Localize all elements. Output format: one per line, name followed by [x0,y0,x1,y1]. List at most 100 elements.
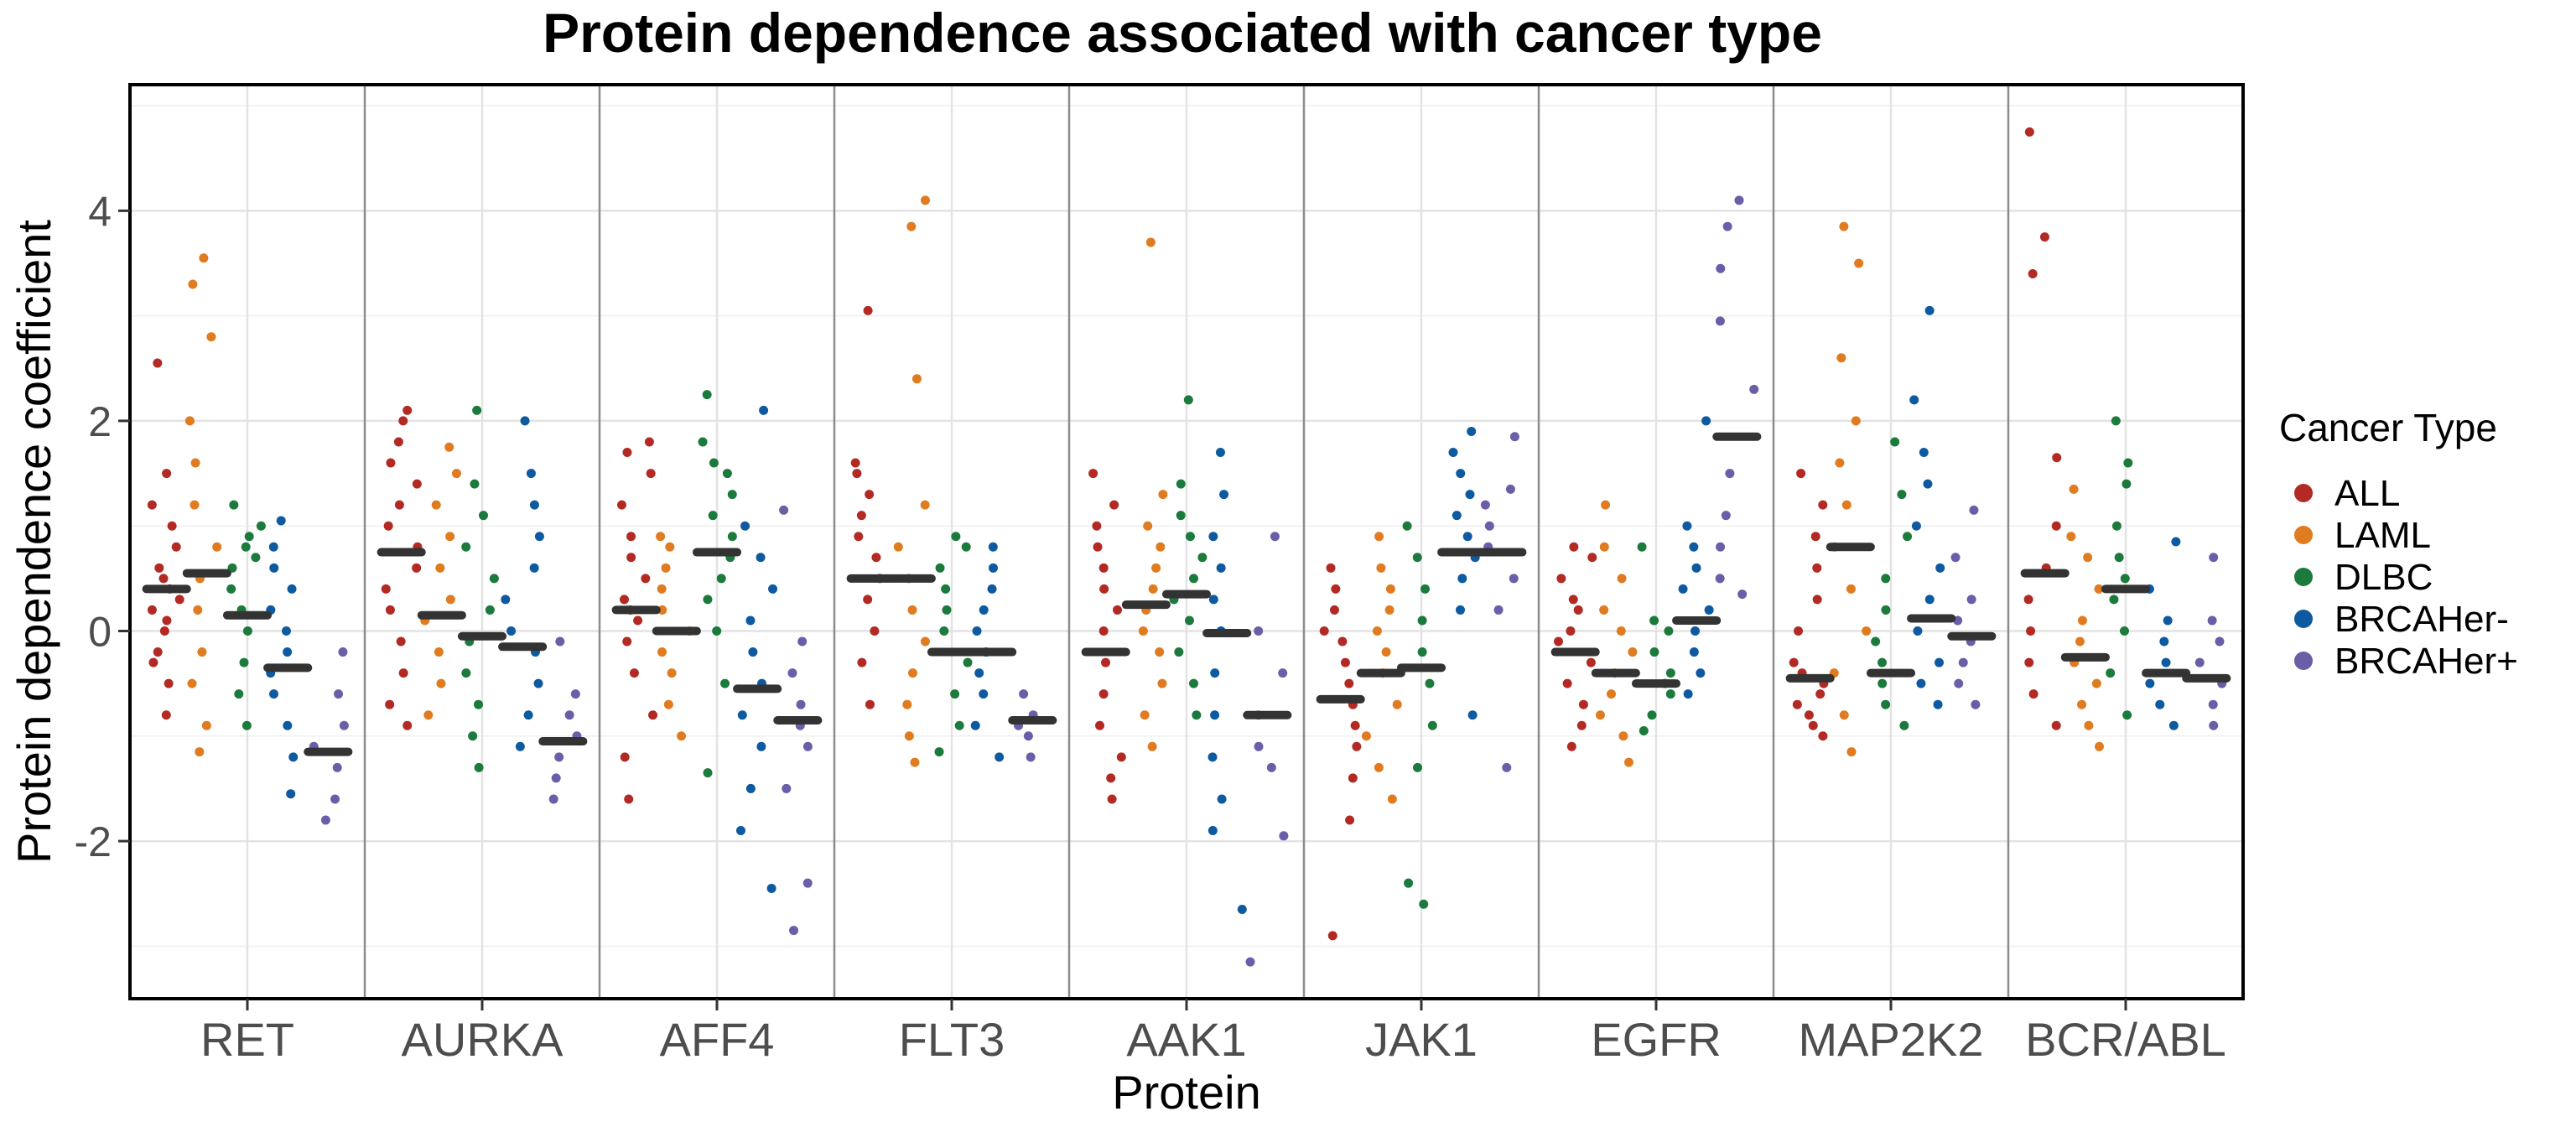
data-point [276,516,286,526]
x-tick-label: FLT3 [899,1013,1005,1066]
data-point [854,532,864,542]
data-point [1138,626,1148,636]
grid-lines [130,85,2243,999]
data-point [626,553,636,563]
data-point [171,542,181,552]
data-point [2119,626,2129,636]
data-point [641,574,651,584]
data-point [268,542,278,552]
data-point [1958,657,1968,667]
data-point [1734,195,1744,205]
data-point [1683,689,1693,699]
data-point [748,647,758,657]
data-point [1595,710,1605,720]
data-point [1916,678,1926,688]
data-point [283,720,293,730]
data-point [1197,553,1208,563]
data-point [159,626,169,636]
x-tick-label: AAK1 [1126,1013,1246,1066]
data-point [2109,595,2119,605]
data-point [1098,563,1109,573]
data-point [2207,615,2217,626]
data-point [920,636,930,647]
data-point [1208,532,1218,542]
data-point [234,689,244,699]
data-point [187,678,197,688]
data-point [1176,511,1186,521]
data-point [911,374,922,384]
data-point [648,710,658,720]
data-point [871,553,881,563]
data-point [1384,605,1394,615]
data-point [1143,521,1153,531]
data-point [1092,521,1102,531]
data-point [1682,521,1692,531]
data-point [857,657,867,667]
data-point [1456,469,1466,479]
y-tick-label: 4 [88,188,112,235]
data-point [199,253,209,263]
data-point [197,647,207,657]
data-point [1934,657,1944,667]
data-point [1716,542,1726,552]
legend-swatch [2294,526,2313,544]
data-point [330,794,340,804]
data-point [381,584,391,594]
data-point [1319,626,1329,636]
data-point [1969,505,1979,515]
data-point [624,794,634,804]
data-point [2161,657,2171,667]
data-point [979,689,989,699]
data-point [935,563,945,573]
data-point [1737,589,1748,600]
data-point [445,595,455,605]
data-point [1566,626,1576,636]
data-point [1701,416,1711,426]
data-point [988,542,998,552]
data-point [1158,490,1168,500]
data-point [1331,584,1341,594]
data-point [1690,626,1701,636]
data-point [1502,762,1512,772]
data-point [1185,532,1195,542]
data-point [1109,500,1119,510]
data-point [1664,626,1674,636]
data-point [963,657,973,667]
data-point [2069,484,2079,494]
data-point [1696,668,1706,678]
data-point [281,626,291,636]
data-point [907,605,917,615]
data-point [244,532,254,542]
data-point [2075,636,2085,647]
data-point [288,752,299,762]
data-point [564,710,574,720]
data-point [338,647,348,657]
data-point [745,783,756,793]
data-point [526,469,536,479]
data-point [1568,595,1578,605]
data-point [2052,453,2062,463]
data-point [657,605,667,615]
data-point [907,668,917,678]
data-point [1716,263,1726,273]
data-point [1215,448,1225,458]
data-point [167,521,177,531]
data-point [802,878,813,888]
data-point [703,595,713,605]
data-point [1419,899,1429,909]
data-point [1116,752,1126,762]
data-point [461,542,471,552]
data-point [1839,710,1849,720]
data-point [1846,584,1856,594]
data-point [2024,127,2034,137]
data-point [1448,448,1458,458]
data-point [2084,720,2094,730]
data-point [461,668,471,678]
data-point [934,747,944,757]
data-point [1812,563,1822,573]
data-point [2051,521,2061,531]
data-point [1345,815,1355,825]
data-point [677,731,687,741]
data-point [619,595,629,605]
data-point [865,490,875,500]
